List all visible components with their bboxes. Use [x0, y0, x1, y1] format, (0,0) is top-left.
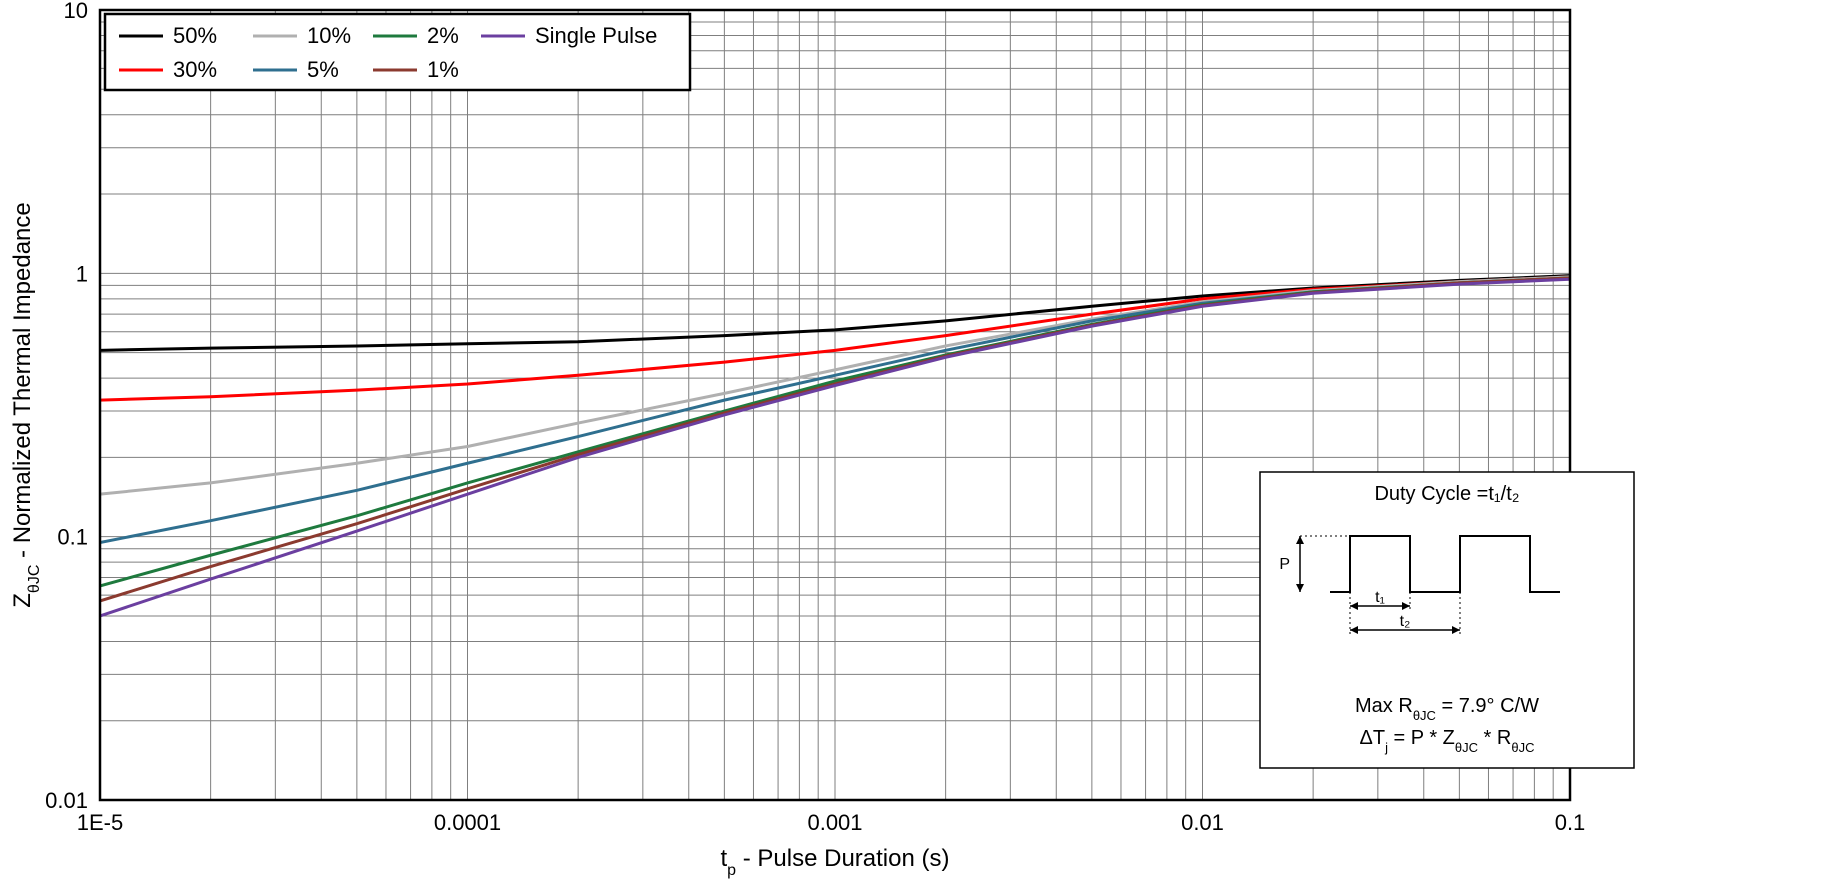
inset-t2-label: t₂: [1400, 613, 1411, 630]
legend-label: 50%: [173, 23, 217, 48]
legend-label: 30%: [173, 57, 217, 82]
thermal-impedance-chart: 1E-50.00010.0010.010.10.010.1110tp - Pul…: [0, 0, 1823, 881]
x-tick-label: 0.0001: [434, 810, 501, 835]
y-tick-label: 1: [76, 261, 88, 286]
x-tick-label: 0.1: [1555, 810, 1586, 835]
inset-P-label: P: [1279, 556, 1290, 573]
y-tick-label: 0.1: [57, 525, 88, 550]
x-tick-label: 1E-5: [77, 810, 123, 835]
chart-svg: 1E-50.00010.0010.010.10.010.1110tp - Pul…: [0, 0, 1823, 881]
legend-label: Single Pulse: [535, 23, 657, 48]
y-tick-label: 10: [64, 0, 88, 23]
y-tick-label: 0.01: [45, 788, 88, 813]
legend-label: 5%: [307, 57, 339, 82]
legend-label: 1%: [427, 57, 459, 82]
x-tick-label: 0.01: [1181, 810, 1224, 835]
inset-box: Duty Cycle =t₁/t₂Pt₁t₂Max RθJC = 7.9° C/…: [1260, 472, 1634, 768]
inset-title: Duty Cycle =t₁/t₂: [1374, 483, 1519, 505]
x-tick-label: 0.001: [807, 810, 862, 835]
inset-t1-label: t₁: [1375, 589, 1385, 606]
legend-label: 2%: [427, 23, 459, 48]
legend-label: 10%: [307, 23, 351, 48]
